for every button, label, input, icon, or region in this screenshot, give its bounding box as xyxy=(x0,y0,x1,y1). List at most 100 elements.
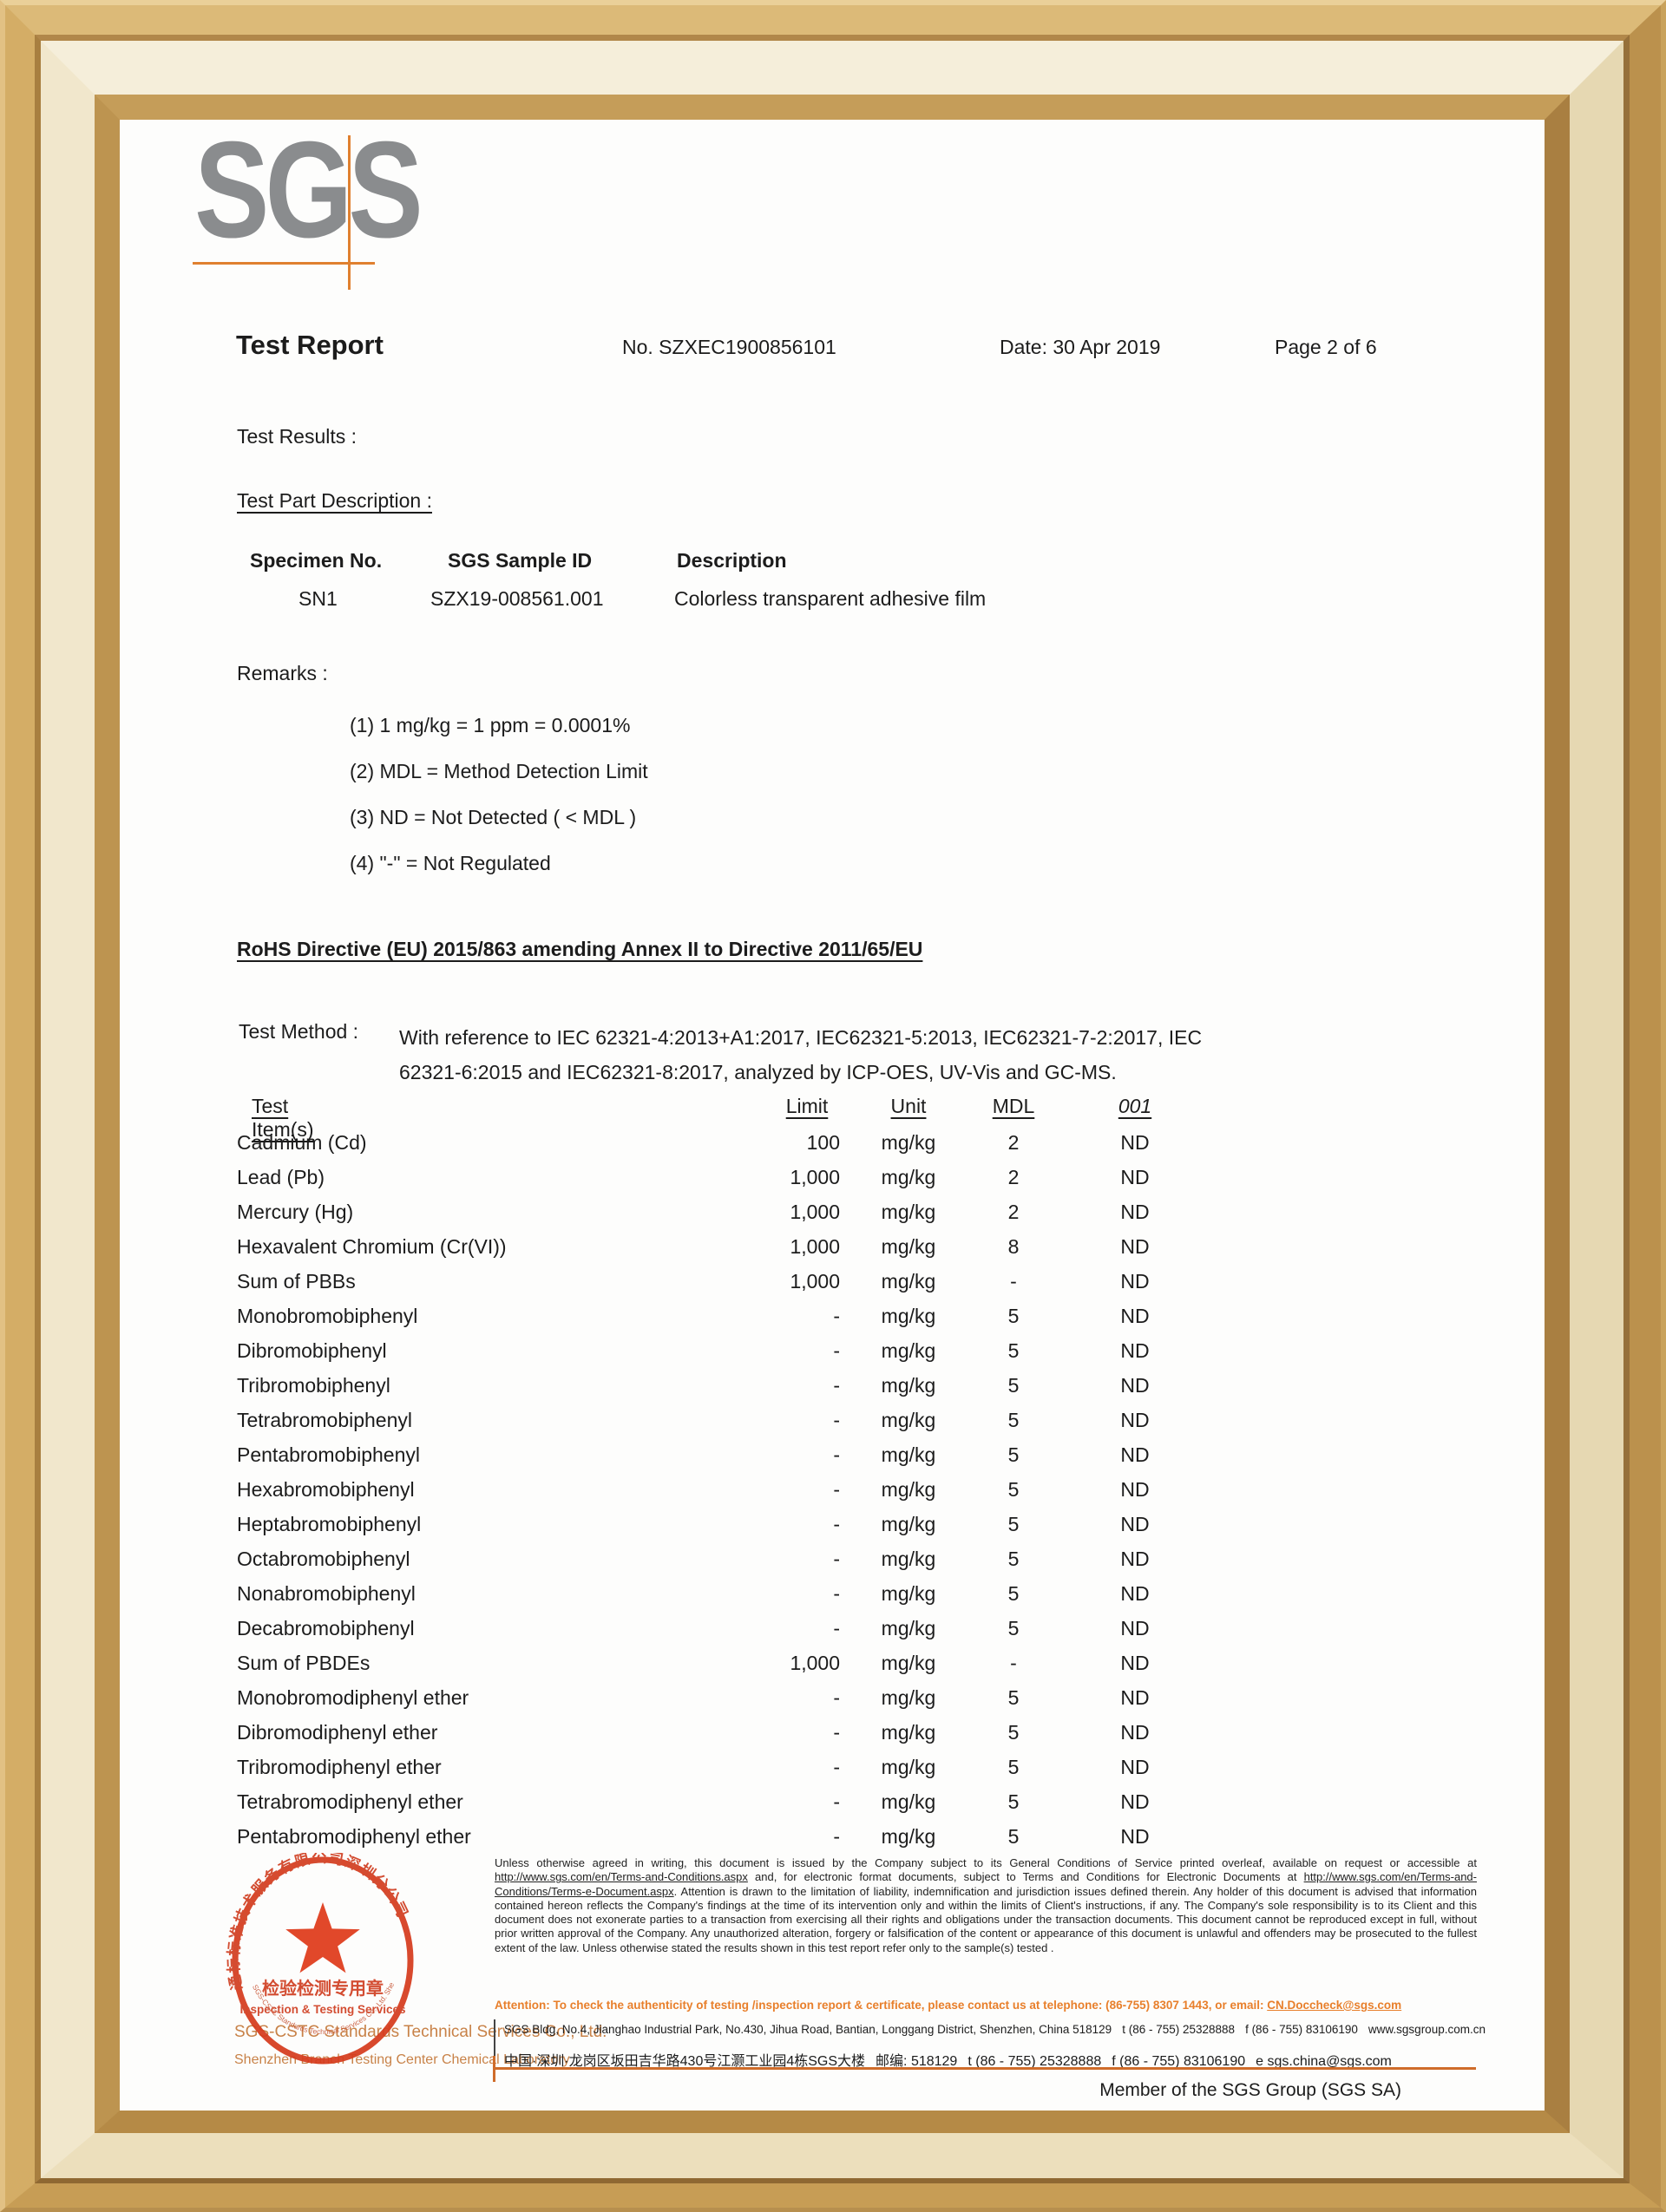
result-row: Dibromodiphenyl ether - mg/kg 5 ND xyxy=(120,1721,1545,1756)
stamp-ring xyxy=(232,1856,414,2065)
result-value: ND xyxy=(1120,1478,1150,1501)
result-limit: - xyxy=(833,1790,840,1813)
result-limit: - xyxy=(833,1686,840,1709)
result-mdl: 5 xyxy=(1007,1825,1020,1848)
col-header-limit: Limit xyxy=(785,1095,829,1117)
test-method-label: Test Method : xyxy=(239,1020,359,1043)
result-value: ND xyxy=(1120,1270,1150,1293)
result-mdl: 5 xyxy=(1007,1339,1020,1362)
result-unit: mg/kg xyxy=(881,1443,936,1466)
result-row: Hexabromobiphenyl - mg/kg 5 ND xyxy=(120,1478,1545,1513)
result-value: ND xyxy=(1120,1409,1150,1431)
result-limit: - xyxy=(833,1409,840,1431)
result-value: ND xyxy=(1120,1443,1150,1466)
description-col-header: Description xyxy=(677,549,787,572)
result-unit: mg/kg xyxy=(881,1305,936,1327)
result-value: ND xyxy=(1120,1652,1150,1674)
result-item: Heptabromobiphenyl xyxy=(237,1513,422,1535)
result-unit: mg/kg xyxy=(881,1721,936,1744)
remarks-list: (1) 1 mg/kg = 1 ppm = 0.0001% (2) MDL = … xyxy=(350,703,648,887)
result-limit: - xyxy=(833,1548,840,1570)
result-item: Sum of PBDEs xyxy=(237,1652,371,1674)
result-value: ND xyxy=(1120,1548,1150,1570)
result-unit: mg/kg xyxy=(881,1131,936,1154)
company-name-line: SGS-CSTC Standards Technical Services Co… xyxy=(234,2023,607,2041)
result-limit: 1,000 xyxy=(790,1201,840,1223)
attention-note: Attention: To check the authenticity of … xyxy=(495,1998,1477,2013)
result-value: ND xyxy=(1120,1756,1150,1778)
result-mdl: 5 xyxy=(1007,1721,1020,1744)
email: e sgs.china@sgs.com xyxy=(1256,2054,1392,2069)
result-item: Tetrabromobiphenyl xyxy=(237,1409,413,1431)
result-row: Cadmium (Cd) 100 mg/kg 2 ND xyxy=(120,1131,1545,1166)
picture-frame-inner-band: SGS Test Report No. SZXEC1900856101 Date… xyxy=(95,95,1570,2133)
result-mdl: 2 xyxy=(1007,1201,1020,1223)
result-row: Tribromobiphenyl - mg/kg 5 ND xyxy=(120,1374,1545,1409)
result-limit: 100 xyxy=(806,1131,840,1154)
result-mdl: 5 xyxy=(1007,1686,1020,1709)
result-mdl: - xyxy=(1010,1652,1017,1674)
result-limit: - xyxy=(833,1825,840,1848)
result-value: ND xyxy=(1120,1686,1150,1709)
result-mdl: 5 xyxy=(1007,1305,1020,1327)
result-row: Pentabromodiphenyl ether - mg/kg 5 ND xyxy=(120,1825,1545,1860)
col-header-test-items: Test Item(s) xyxy=(252,1095,314,1141)
address-line-cn: 中国·深圳·龙岗区坂田吉华路430号江灏工业园4栋SGS大楼 邮编: 51812… xyxy=(504,2049,1476,2070)
specimen-col-header: Specimen No. xyxy=(250,549,383,572)
result-item: Monobromobiphenyl xyxy=(237,1305,418,1327)
attention-text: Attention: To check the authenticity of … xyxy=(495,1999,1268,2012)
result-row: Tribromodiphenyl ether - mg/kg 5 ND xyxy=(120,1756,1545,1790)
result-item: Tetrabromodiphenyl ether xyxy=(237,1790,463,1813)
result-mdl: 5 xyxy=(1007,1548,1020,1570)
result-row: Sum of PBDEs 1,000 mg/kg - ND xyxy=(120,1652,1545,1686)
inspection-stamp: 通标标准技术服务有限公司深圳分公司 检验检测专用章 Inspection & T… xyxy=(226,1853,414,2065)
result-limit: 1,000 xyxy=(790,1652,840,1674)
logo-crosshair-horizontal xyxy=(193,262,375,265)
result-item: Mercury (Hg) xyxy=(237,1201,354,1223)
specimen-no-value: SN1 xyxy=(298,587,338,610)
result-mdl: 5 xyxy=(1007,1374,1020,1397)
result-limit: - xyxy=(833,1756,840,1778)
result-row: Lead (Pb) 1,000 mg/kg 2 ND xyxy=(120,1166,1545,1201)
result-limit: - xyxy=(833,1478,840,1501)
result-unit: mg/kg xyxy=(881,1617,936,1639)
result-value: ND xyxy=(1120,1582,1150,1605)
result-unit: mg/kg xyxy=(881,1478,936,1501)
postcode: 邮编: 518129 xyxy=(876,2054,958,2069)
result-item: Pentabromodiphenyl ether xyxy=(237,1825,471,1848)
picture-frame-dark-line: SGS Test Report No. SZXEC1900856101 Date… xyxy=(35,35,1630,2183)
result-mdl: 2 xyxy=(1007,1166,1020,1188)
col-header-unit: Unit xyxy=(890,1095,927,1117)
result-limit: - xyxy=(833,1374,840,1397)
remark-line: (3) ND = Not Detected ( < MDL ) xyxy=(350,806,637,828)
result-item: Sum of PBBs xyxy=(237,1270,356,1293)
result-mdl: 5 xyxy=(1007,1582,1020,1605)
test-method-line: With reference to IEC 62321-4:2013+A1:20… xyxy=(399,1026,1203,1049)
result-item: Hexavalent Chromium (Cr(VI)) xyxy=(237,1235,507,1258)
result-unit: mg/kg xyxy=(881,1582,936,1605)
address-separator-line xyxy=(494,2019,495,2070)
stamp-star-icon xyxy=(285,1902,360,1973)
result-row: Tetrabromodiphenyl ether - mg/kg 5 ND xyxy=(120,1790,1545,1825)
result-mdl: 2 xyxy=(1007,1131,1020,1154)
result-unit: mg/kg xyxy=(881,1756,936,1778)
result-unit: mg/kg xyxy=(881,1201,936,1223)
rohs-directive-heading: RoHS Directive (EU) 2015/863 amending An… xyxy=(237,938,923,960)
sample-id-value: SZX19-008561.001 xyxy=(430,587,604,610)
stamp-chinese-label: 检验检测专用章 xyxy=(262,1978,384,1999)
remark-line: (2) MDL = Method Detection Limit xyxy=(350,760,648,782)
page-indicator: Page 2 of 6 xyxy=(1275,336,1377,358)
test-method-line: 62321-6:2015 and IEC62321-8:2017, analyz… xyxy=(399,1061,1117,1083)
result-mdl: 8 xyxy=(1007,1235,1020,1258)
result-value: ND xyxy=(1120,1790,1150,1813)
result-row: Monobromobiphenyl - mg/kg 5 ND xyxy=(120,1305,1545,1339)
result-unit: mg/kg xyxy=(881,1270,936,1293)
test-part-description-label: Test Part Description : xyxy=(237,489,432,512)
phone: t (86 - 755) 25328888 xyxy=(967,2054,1102,2069)
col-header-sample-001: 001 xyxy=(1118,1095,1152,1117)
website: www.sgsgroup.com.cn xyxy=(1368,2023,1486,2036)
result-value: ND xyxy=(1120,1131,1150,1154)
result-value: ND xyxy=(1120,1305,1150,1327)
remarks-label: Remarks : xyxy=(237,662,328,684)
